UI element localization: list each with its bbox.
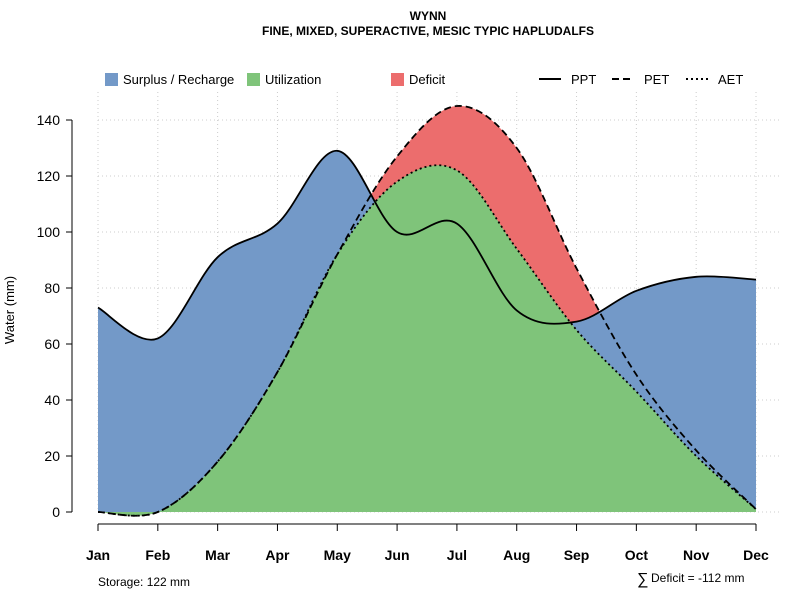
legend-label: Deficit <box>409 72 446 87</box>
x-tick-label: Feb <box>145 547 170 563</box>
utilization-area <box>98 165 756 516</box>
legend: Surplus / Recharge Utilization Deficit PPT P… <box>105 72 743 87</box>
y-tick-label: 60 <box>44 336 60 352</box>
y-tick-label: 40 <box>44 392 60 408</box>
x-tick-label: Mar <box>205 547 230 563</box>
deficit-annotation: Deficit = -112 mm <box>651 571 744 585</box>
legend-label: PPT <box>571 72 596 87</box>
aet-line <box>97 164 757 517</box>
x-tick-label: Dec <box>743 547 769 563</box>
legend-swatch <box>105 73 118 86</box>
y-tick-label: 140 <box>37 112 61 128</box>
x-tick-label: Aug <box>503 547 530 563</box>
x-tick-label: Jul <box>447 547 467 563</box>
x-tick-label: Sep <box>564 547 590 563</box>
y-tick-label: 80 <box>44 280 60 296</box>
legend-label: AET <box>718 72 743 87</box>
series-lines <box>97 105 757 517</box>
x-tick-label: May <box>324 547 351 563</box>
x-tick-label: Jun <box>385 547 410 563</box>
x-tick-label: Nov <box>683 547 710 563</box>
axes: 0 20 40 60 80 100 120 140 Jan Feb Mar Apr May Jun Jul A… <box>37 112 769 563</box>
legend-label: Surplus / Recharge <box>123 72 234 87</box>
legend-swatch <box>391 73 404 86</box>
y-tick-label: 100 <box>37 224 61 240</box>
storage-annotation: Storage: 122 mm <box>98 575 190 589</box>
chart-subtitle: FINE, MIXED, SUPERACTIVE, MESIC TYPIC HA… <box>262 24 594 38</box>
legend-label: Utilization <box>265 72 321 87</box>
legend-label: PET <box>644 72 669 87</box>
area-fills <box>98 105 756 516</box>
y-tick-label: 20 <box>44 448 60 464</box>
sum-icon: ∑ <box>637 571 648 588</box>
x-tick-label: Oct <box>625 547 649 563</box>
y-tick-label: 0 <box>52 504 60 520</box>
chart-title: WYNN <box>410 9 447 23</box>
x-tick-label: Jan <box>86 547 110 563</box>
legend-swatch <box>247 73 260 86</box>
y-axis-label: Water (mm) <box>2 276 17 344</box>
ppt-line <box>97 149 757 341</box>
x-tick-label: Apr <box>265 547 290 563</box>
y-tick-label: 120 <box>37 168 61 184</box>
